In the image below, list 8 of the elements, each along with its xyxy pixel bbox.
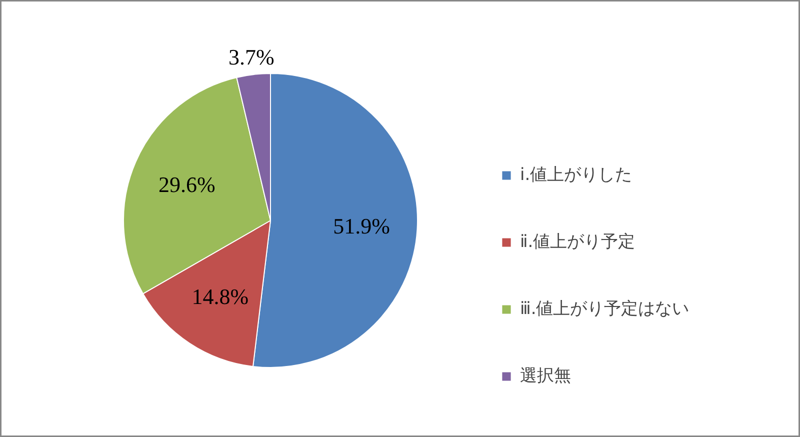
legend-label: 選択無 — [520, 365, 571, 387]
data-label: 51.9% — [333, 213, 390, 238]
data-label: 29.6% — [158, 172, 216, 197]
data-label: 3.7% — [228, 44, 274, 70]
legend-label: ⅱ.値上がり予定 — [520, 231, 636, 253]
legend-label: ⅰ.値上がりした — [520, 164, 632, 186]
data-label: 14.8% — [192, 284, 249, 310]
legend-label: ⅲ.値上がり予定はない — [520, 298, 690, 320]
